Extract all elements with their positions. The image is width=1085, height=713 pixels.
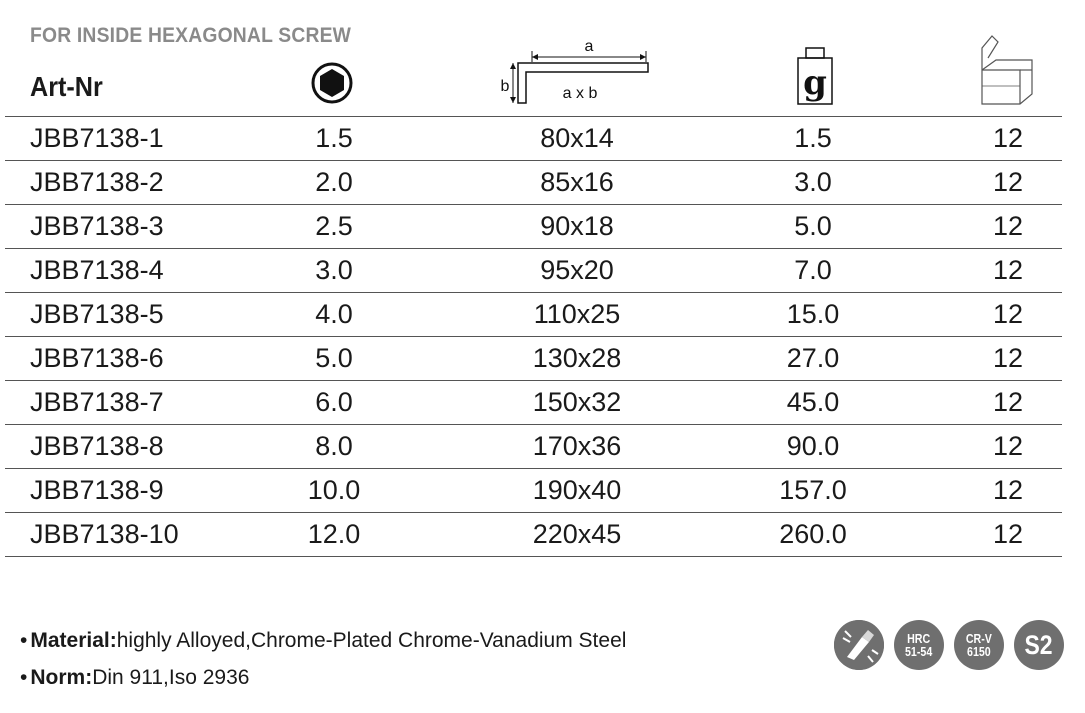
- dimension-cell: 80x14: [540, 123, 614, 153]
- table-row: JBB7138-10 12.0 220x45 260.0 12: [5, 513, 1062, 557]
- material-value: highly Alloyed,Chrome-Plated Chrome-Vana…: [116, 629, 627, 652]
- box-icon: [981, 35, 1033, 105]
- crv-line1: CR-V: [965, 631, 993, 646]
- art-number-cell: JBB7138-2: [30, 167, 164, 197]
- hex-size-cell: 3.0: [315, 255, 353, 285]
- hex-size-cell: 12.0: [307, 519, 361, 549]
- dimension-cell: 150x32: [532, 387, 622, 417]
- dim-a-label: a: [585, 38, 594, 55]
- norm-value: Din 911,Iso 2936: [92, 666, 250, 689]
- table-row: JBB7138-6 5.0 130x28 27.0 12: [5, 337, 1062, 381]
- weight-cell: 7.0: [794, 255, 832, 285]
- weight-icon: g: [797, 47, 833, 105]
- pack-qty-cell: 12: [992, 299, 1024, 329]
- table-row: JBB7138-3 2.5 90x18 5.0 12: [5, 205, 1062, 249]
- table-row: JBB7138-7 6.0 150x32 45.0 12: [5, 381, 1062, 425]
- l-key-dimension-icon: a b a x b: [501, 38, 649, 104]
- heat-treatment-icon: [834, 620, 884, 670]
- weight-cell: 27.0: [786, 343, 840, 373]
- pack-qty-cell: 12: [992, 343, 1024, 373]
- art-number-cell: JBB7138-10: [30, 519, 179, 549]
- norm-note: • Norm:Din 911,Iso 2936: [20, 663, 626, 700]
- spec-table: JBB7138-1 1.5 80x14 1.5 12 JBB7138-2 2.0 85x16 3…: [5, 116, 1062, 557]
- table-row: JBB7138-8 8.0 170x36 90.0 12: [5, 425, 1062, 469]
- hrc-line1: HRC: [907, 631, 931, 646]
- table-row: JBB7138-2 2.0 85x16 3.0 12: [5, 161, 1062, 205]
- dimension-cell: 85x16: [540, 167, 614, 197]
- pack-qty-cell: 12: [992, 167, 1024, 197]
- dimension-cell: 95x20: [540, 255, 614, 285]
- pack-qty-cell: 12: [992, 211, 1024, 241]
- hex-socket-icon: [311, 62, 353, 104]
- crv-line2: 6150: [967, 644, 991, 659]
- hex-size-cell: 2.5: [315, 211, 353, 241]
- pack-qty-cell: 12: [992, 255, 1024, 285]
- art-number-cell: JBB7138-5: [30, 299, 164, 329]
- art-number-cell: JBB7138-6: [30, 343, 164, 373]
- bullet: •: [20, 629, 28, 652]
- art-number-cell: JBB7138-7: [30, 387, 164, 417]
- weight-cell: 5.0: [794, 211, 832, 241]
- bullet: •: [20, 666, 28, 689]
- pack-qty-cell: 12: [992, 123, 1024, 153]
- hrc-line2: 51-54: [905, 644, 933, 659]
- dimension-cell: 130x28: [532, 343, 622, 373]
- weight-cell: 157.0: [779, 475, 847, 505]
- section-subtitle: FOR INSIDE HEXAGONAL SCREW: [30, 24, 352, 47]
- pack-qty-cell: 12: [992, 475, 1024, 505]
- pack-qty-cell: 12: [992, 431, 1024, 461]
- dimension-cell: 190x40: [532, 475, 622, 505]
- material-label: Material:: [30, 629, 117, 652]
- s2-label: S2: [1024, 629, 1054, 660]
- weight-cell: 45.0: [786, 387, 840, 417]
- table-row: JBB7138-4 3.0 95x20 7.0 12: [5, 249, 1062, 293]
- dim-b-label: b: [501, 78, 510, 95]
- hrc-badge: HRC 51-54: [894, 620, 944, 670]
- weight-glyph: g: [803, 63, 827, 103]
- pack-qty-cell: 12: [992, 387, 1024, 417]
- hex-size-cell: 8.0: [315, 431, 353, 461]
- spec-badges: HRC 51-54 CR-V 6150 S2: [834, 620, 1066, 672]
- norm-label: Norm:: [30, 666, 93, 689]
- dimension-cell: 90x18: [540, 211, 614, 241]
- weight-cell: 1.5: [794, 123, 832, 153]
- table-row: JBB7138-1 1.5 80x14 1.5 12: [5, 117, 1062, 161]
- hex-size-cell: 6.0: [315, 387, 353, 417]
- hex-size-cell: 2.0: [315, 167, 353, 197]
- hex-size-cell: 4.0: [315, 299, 353, 329]
- dimension-cell: 220x45: [532, 519, 622, 549]
- art-number-cell: JBB7138-1: [30, 123, 164, 153]
- art-number-cell: JBB7138-4: [30, 255, 164, 285]
- weight-cell: 15.0: [786, 299, 840, 329]
- art-number-cell: JBB7138-9: [30, 475, 164, 505]
- notes: • Material:highly Alloyed,Chrome-Plated C…: [20, 626, 626, 700]
- weight-cell: 3.0: [794, 167, 832, 197]
- art-number-cell: JBB7138-3: [30, 211, 164, 241]
- art-number-header: Art-Nr: [30, 71, 103, 102]
- table-row: JBB7138-9 10.0 190x40 157.0 12: [5, 469, 1062, 513]
- art-number-cell: JBB7138-8: [30, 431, 164, 461]
- dim-axb-label: a x b: [563, 85, 598, 102]
- table-row: JBB7138-5 4.0 110x25 15.0 12: [5, 293, 1062, 337]
- hex-size-cell: 10.0: [307, 475, 361, 505]
- hex-size-cell: 5.0: [315, 343, 353, 373]
- pack-qty-cell: 12: [992, 519, 1024, 549]
- dimension-cell: 110x25: [533, 299, 621, 329]
- dimension-cell: 170x36: [532, 431, 622, 461]
- weight-cell: 90.0: [786, 431, 840, 461]
- weight-cell: 260.0: [779, 519, 847, 549]
- crv-badge: CR-V 6150: [954, 620, 1004, 670]
- material-note: • Material:highly Alloyed,Chrome-Plated C…: [20, 626, 626, 663]
- s2-badge: S2: [1014, 620, 1064, 670]
- hex-size-cell: 1.5: [315, 123, 353, 153]
